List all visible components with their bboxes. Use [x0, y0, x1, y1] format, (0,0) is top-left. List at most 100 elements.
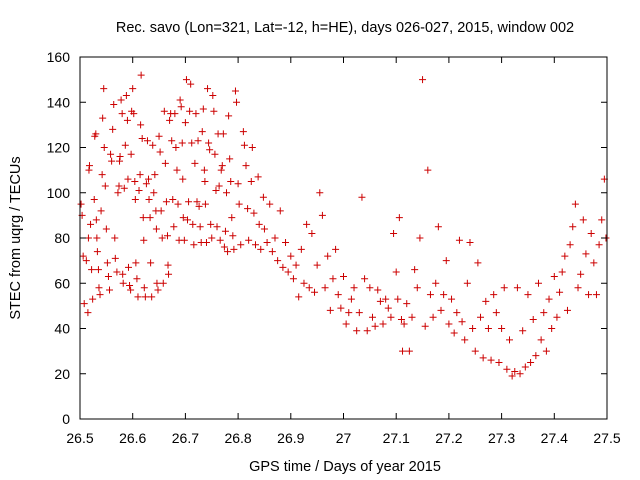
data-point: [194, 137, 202, 145]
data-point: [85, 166, 93, 174]
data-point: [93, 234, 101, 242]
data-point: [329, 275, 337, 283]
data-point: [458, 318, 466, 326]
data-point: [498, 325, 506, 332]
data-point: [532, 352, 540, 360]
data-point: [416, 234, 424, 242]
data-point: [140, 236, 148, 244]
data-point: [79, 252, 87, 260]
data-point: [527, 358, 535, 366]
data-point: [254, 173, 262, 181]
data-point: [96, 291, 104, 299]
data-point: [334, 291, 342, 299]
data-point: [184, 216, 192, 224]
data-point: [111, 234, 119, 242]
data-point: [113, 268, 121, 276]
data-point: [295, 293, 303, 301]
data-point: [474, 259, 482, 267]
data-point: [118, 110, 126, 118]
x-tick-label: 27.4: [541, 430, 568, 446]
data-point: [492, 309, 500, 317]
data-point: [376, 297, 384, 305]
data-point: [123, 116, 131, 124]
data-point: [513, 284, 521, 292]
data-point: [566, 241, 574, 249]
data-point: [182, 76, 190, 84]
data-point: [534, 279, 542, 287]
data-point: [179, 214, 187, 222]
data-point: [432, 279, 440, 287]
data-point: [94, 266, 102, 274]
x-tick-label: 27: [336, 430, 352, 446]
data-point: [147, 259, 155, 267]
data-point: [437, 306, 445, 314]
data-point: [229, 232, 237, 240]
data-point: [158, 234, 166, 242]
data-point: [228, 214, 236, 222]
data-point: [173, 166, 181, 174]
data-point: [318, 211, 326, 219]
data-point: [122, 91, 130, 99]
data-point: [181, 119, 189, 127]
data-point: [148, 293, 156, 301]
data-point: [145, 175, 153, 183]
data-point: [287, 252, 295, 260]
data-point: [271, 234, 279, 242]
data-point: [463, 279, 471, 287]
data-point: [103, 259, 111, 267]
data-point: [143, 137, 151, 145]
data-point: [263, 239, 271, 247]
x-tick-label: 27.2: [435, 430, 462, 446]
data-point: [152, 225, 160, 233]
data-point: [495, 358, 503, 366]
data-point: [521, 363, 529, 371]
data-point: [466, 239, 474, 247]
data-point: [595, 241, 603, 249]
data-point: [186, 107, 194, 115]
x-tick-label: 26.9: [277, 430, 304, 446]
data-point: [366, 284, 374, 292]
data-point: [233, 98, 241, 106]
data-point: [506, 336, 514, 344]
data-point: [187, 80, 195, 88]
data-point: [371, 322, 379, 330]
data-point: [142, 180, 150, 188]
data-point: [251, 241, 259, 249]
data-point: [363, 327, 371, 335]
data-point: [358, 193, 366, 201]
data-point: [140, 284, 148, 292]
data-point: [240, 141, 248, 149]
data-point: [221, 227, 229, 235]
data-point: [382, 295, 390, 303]
data-points: [77, 71, 610, 380]
data-point: [200, 166, 208, 174]
y-tick-label: 80: [54, 230, 70, 246]
data-point: [163, 232, 171, 240]
data-point: [355, 309, 363, 317]
data-point: [174, 200, 182, 208]
data-point: [169, 196, 177, 204]
data-point: [244, 205, 252, 213]
data-point: [390, 229, 398, 237]
data-point: [450, 329, 458, 337]
y-tick-label: 40: [54, 321, 70, 337]
data-point: [292, 261, 300, 269]
data-point: [590, 259, 598, 267]
data-point: [260, 225, 268, 233]
data-point: [172, 144, 180, 151]
data-point: [429, 313, 437, 321]
data-point: [168, 137, 176, 145]
data-point: [100, 85, 108, 93]
data-point: [421, 322, 429, 330]
data-point: [345, 309, 353, 317]
data-point: [84, 309, 92, 317]
data-point: [120, 184, 128, 192]
data-point: [230, 245, 238, 253]
data-point: [571, 200, 579, 208]
data-point: [255, 220, 263, 228]
y-tick-label: 120: [47, 140, 71, 156]
data-point: [110, 101, 118, 109]
data-point: [89, 295, 97, 303]
